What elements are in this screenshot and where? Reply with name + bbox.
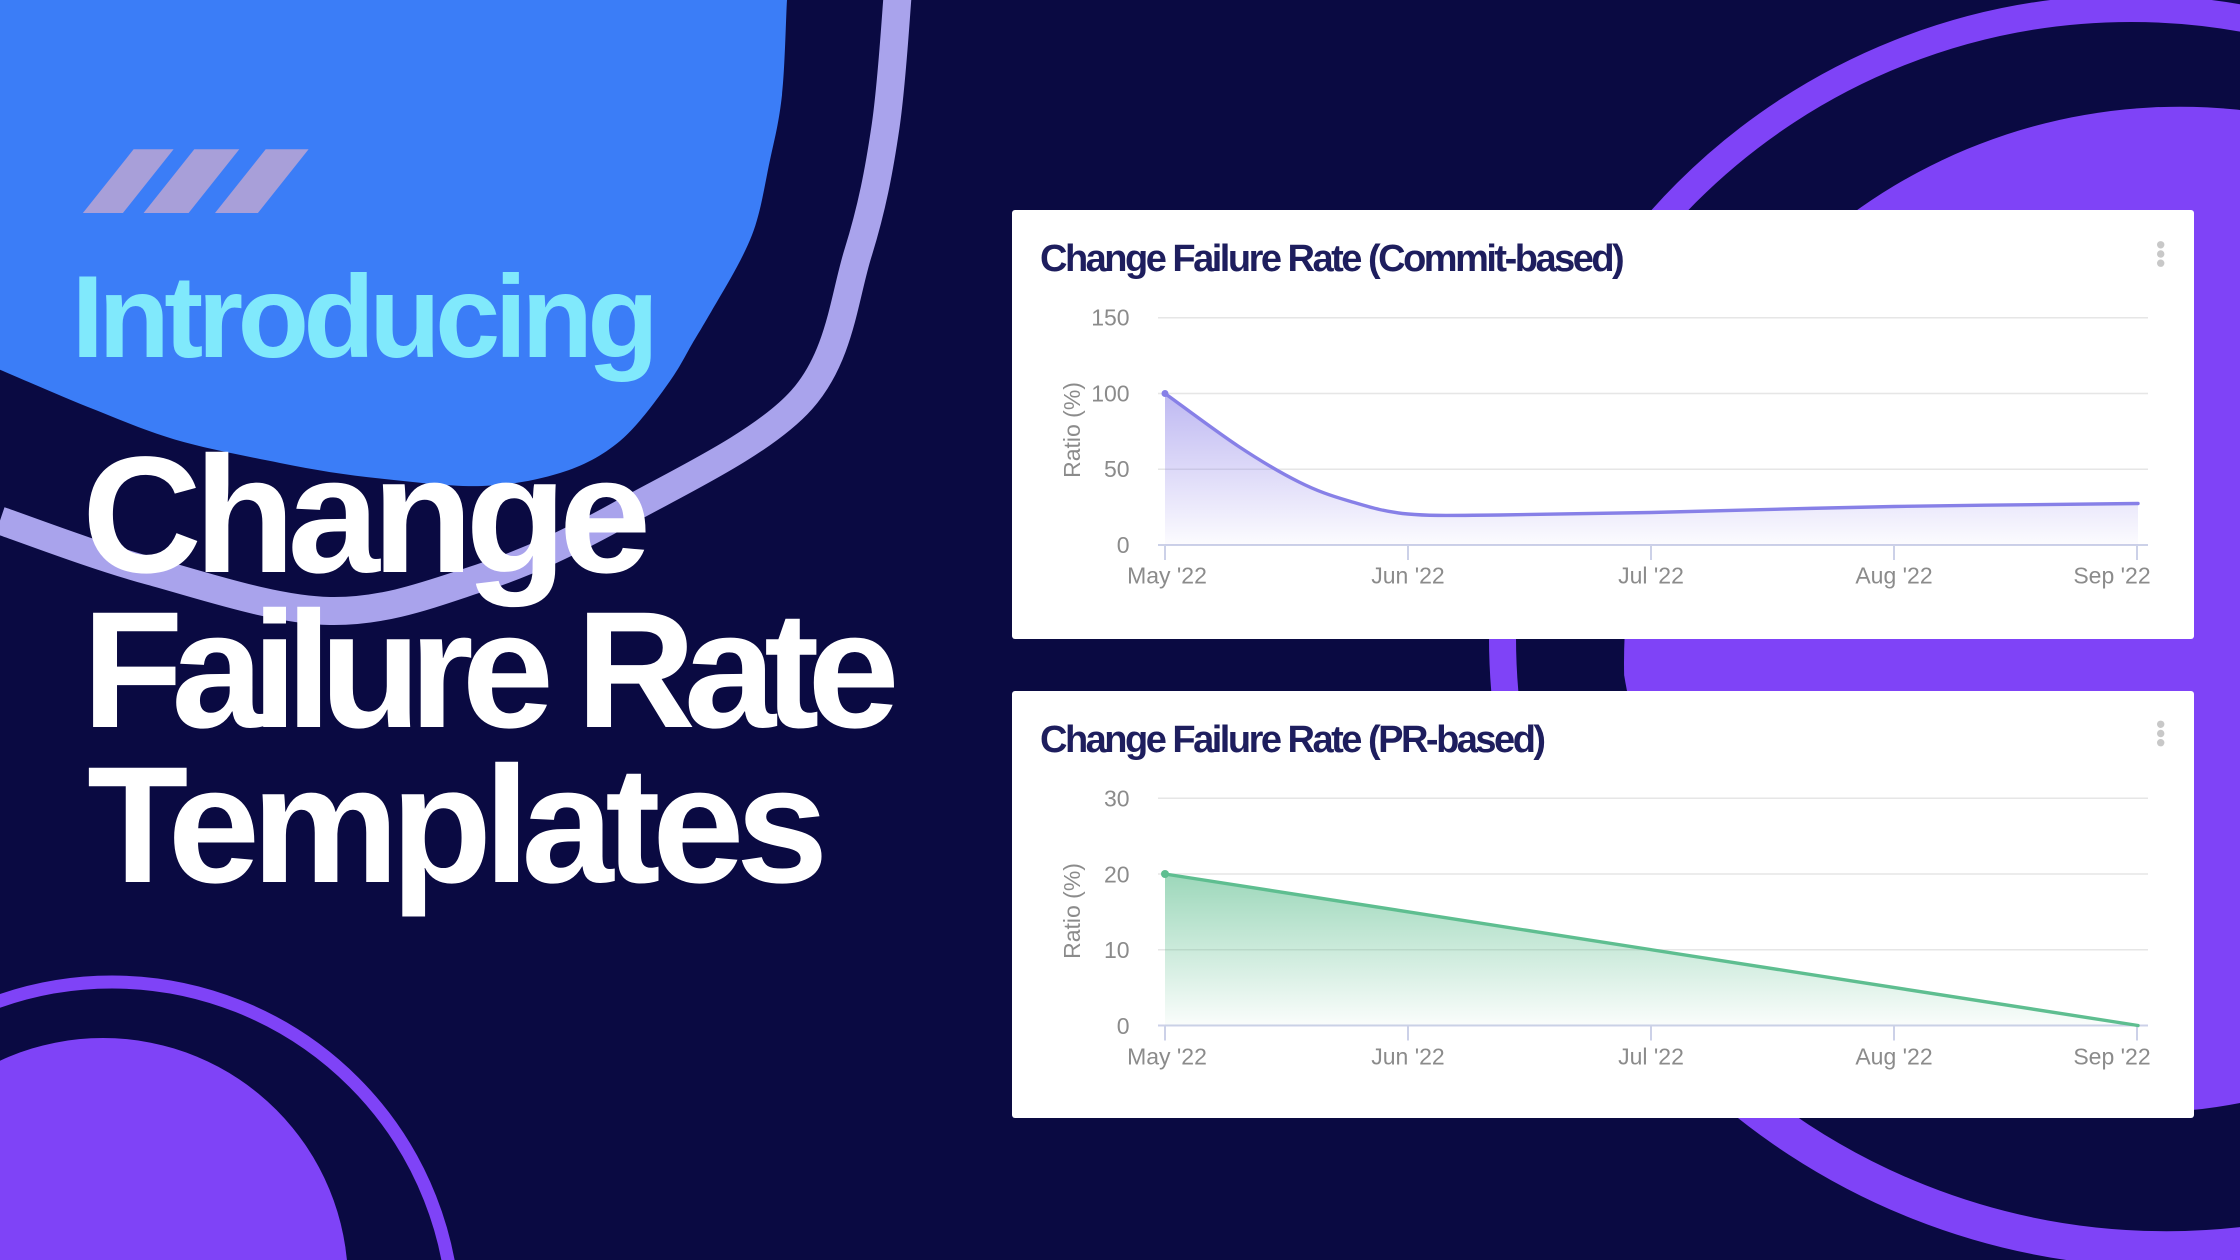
svg-text:10: 10 [1104, 937, 1130, 963]
svg-text:150: 150 [1091, 305, 1129, 331]
svg-text:20: 20 [1104, 861, 1130, 887]
svg-text:Aug '22: Aug '22 [1855, 1044, 1932, 1070]
svg-text:Templates: Templates [87, 733, 822, 918]
svg-text:Ratio (%): Ratio (%) [1059, 382, 1085, 478]
svg-text:100: 100 [1091, 380, 1129, 406]
svg-text:Sep '22: Sep '22 [2073, 1044, 2150, 1070]
svg-text:Introducing: Introducing [72, 251, 654, 382]
svg-text:Change: Change [82, 423, 646, 608]
svg-text:Jun '22: Jun '22 [1371, 1044, 1444, 1070]
svg-text:Aug '22: Aug '22 [1855, 563, 1932, 589]
svg-text:Change Failure Rate (PR-based): Change Failure Rate (PR-based) [1040, 719, 1544, 761]
svg-text:0: 0 [1117, 1013, 1130, 1039]
svg-text:Jul '22: Jul '22 [1618, 1044, 1684, 1070]
svg-text:30: 30 [1104, 786, 1130, 812]
svg-text:0: 0 [1117, 532, 1130, 558]
svg-text:Sep '22: Sep '22 [2073, 563, 2150, 589]
svg-text:May '22: May '22 [1127, 1044, 1207, 1070]
svg-text:50: 50 [1104, 456, 1130, 482]
svg-text:May '22: May '22 [1127, 563, 1207, 589]
svg-text:Jun '22: Jun '22 [1371, 563, 1444, 589]
svg-text:Jul '22: Jul '22 [1618, 563, 1684, 589]
svg-text:Ratio (%): Ratio (%) [1059, 863, 1085, 959]
svg-text:Change Failure Rate (Commit-ba: Change Failure Rate (Commit-based) [1040, 238, 1623, 280]
svg-text:Failure Rate: Failure Rate [82, 578, 894, 763]
